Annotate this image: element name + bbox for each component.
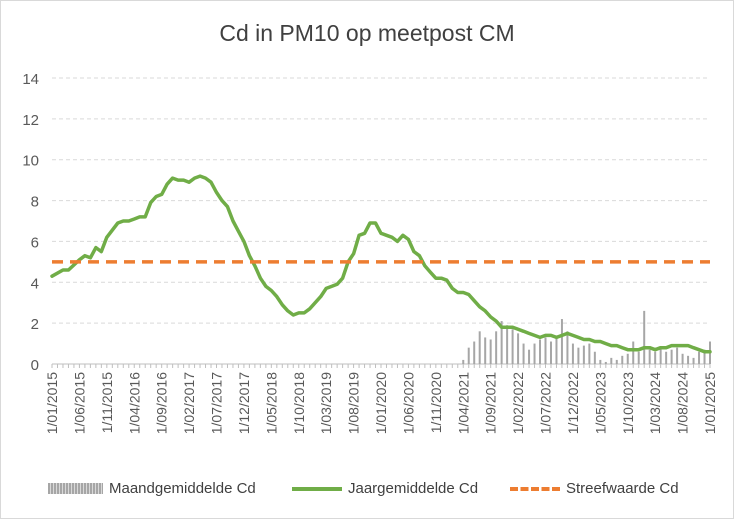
legend-swatch xyxy=(510,486,560,491)
x-tick-label: 1/11/2020 xyxy=(428,372,444,433)
bar-maandgemiddelde xyxy=(549,341,552,364)
bar-maandgemiddelde xyxy=(500,321,503,364)
bar-maandgemiddelde xyxy=(593,351,596,364)
bar-maandgemiddelde xyxy=(571,343,574,364)
bar-maandgemiddelde xyxy=(676,347,679,364)
bar-maandgemiddelde xyxy=(478,331,481,364)
x-tick-label: 1/08/2024 xyxy=(675,372,691,434)
bar-maandgemiddelde xyxy=(643,310,646,364)
legend-item: Maandgemiddelde Cd xyxy=(48,480,256,497)
series-line-jaargemiddelde xyxy=(50,174,712,354)
bar-maandgemiddelde xyxy=(544,337,547,364)
x-tick-label: 1/03/2024 xyxy=(647,372,663,434)
legend-label: Jaargemiddelde Cd xyxy=(348,480,479,497)
x-tick-label: 1/11/2015 xyxy=(99,372,115,433)
bar-maandgemiddelde xyxy=(626,353,629,364)
x-tick-label: 1/02/2017 xyxy=(181,372,197,434)
legend-label: Streefwaarde Cd xyxy=(566,480,679,497)
x-tick-label: 1/04/2021 xyxy=(455,372,471,434)
bar-maandgemiddelde xyxy=(555,335,558,364)
bar-maandgemiddelde xyxy=(582,345,585,364)
bar-maandgemiddelde xyxy=(632,341,635,364)
legend-item: Jaargemiddelde Cd xyxy=(292,480,478,497)
y-tick-label: 8 xyxy=(31,194,39,211)
x-tick-label: 1/09/2021 xyxy=(483,372,499,434)
bar-maandgemiddelde xyxy=(517,333,520,364)
bar-maandgemiddelde xyxy=(665,351,668,364)
chart-legend: Maandgemiddelde Cd Jaargemiddelde Cd Stree… xyxy=(0,480,734,502)
bar-maandgemiddelde xyxy=(599,359,602,364)
x-tick-label: 1/12/2017 xyxy=(236,372,252,434)
bar-maandgemiddelde xyxy=(566,331,569,364)
y-tick-label: 0 xyxy=(31,357,39,374)
bar-maandgemiddelde xyxy=(648,349,651,364)
bar-maandgemiddelde xyxy=(462,359,465,364)
x-tick-label: 1/10/2023 xyxy=(620,372,636,434)
x-tick-label: 1/12/2022 xyxy=(565,372,581,434)
x-tick-label: 1/01/2015 xyxy=(44,372,60,434)
bar-maandgemiddelde xyxy=(588,343,591,364)
y-tick-label: 2 xyxy=(31,316,39,333)
x-tick-label: 1/07/2022 xyxy=(538,372,554,434)
x-tick-label: 1/09/2016 xyxy=(154,372,170,434)
bar-maandgemiddelde xyxy=(467,347,470,364)
bar-maandgemiddelde xyxy=(495,331,498,364)
bar-maandgemiddelde xyxy=(692,357,695,364)
bar-maandgemiddelde xyxy=(637,351,640,364)
bar-maandgemiddelde xyxy=(610,357,613,364)
bar-maandgemiddelde xyxy=(489,339,492,364)
bar-maandgemiddelde xyxy=(654,351,657,364)
x-tick-label: 1/05/2023 xyxy=(592,372,608,434)
legend-swatch xyxy=(48,483,103,494)
bar-maandgemiddelde xyxy=(533,343,536,364)
bar-maandgemiddelde xyxy=(473,341,476,364)
y-tick-label: 6 xyxy=(31,234,39,251)
bar-maandgemiddelde xyxy=(539,339,542,364)
y-tick-label: 4 xyxy=(31,275,39,292)
x-tick-label: 1/02/2022 xyxy=(510,372,526,434)
x-tick-label: 1/01/2020 xyxy=(373,372,389,434)
x-tick-label: 1/04/2016 xyxy=(126,372,142,434)
bar-maandgemiddelde xyxy=(577,347,580,364)
bar-maandgemiddelde xyxy=(670,349,673,364)
legend-swatch xyxy=(292,486,342,491)
bar-maandgemiddelde xyxy=(615,359,618,364)
x-tick-label: 1/03/2019 xyxy=(318,372,334,434)
bar-maandgemiddelde xyxy=(511,329,514,364)
bar-maandgemiddelde xyxy=(560,319,563,364)
chart-title: Cd in PM10 op meetpost CM xyxy=(219,20,515,46)
x-tick-label: 1/06/2015 xyxy=(71,372,87,434)
x-tick-label: 1/05/2018 xyxy=(263,372,279,434)
x-tick-label: 1/01/2025 xyxy=(702,372,718,434)
bar-maandgemiddelde xyxy=(506,325,509,364)
bar-maandgemiddelde xyxy=(681,353,684,364)
legend-label: Maandgemiddelde Cd xyxy=(109,480,256,497)
legend-item: Streefwaarde Cd xyxy=(510,480,679,497)
bar-maandgemiddelde xyxy=(528,349,531,364)
x-tick-label: 1/07/2017 xyxy=(209,372,225,434)
bar-maandgemiddelde xyxy=(703,349,706,364)
x-tick-label: 1/06/2020 xyxy=(400,372,416,434)
bar-maandgemiddelde xyxy=(698,351,701,364)
bar-maandgemiddelde xyxy=(484,337,487,364)
bar-maandgemiddelde xyxy=(522,343,525,364)
y-tick-label: 10 xyxy=(22,153,39,170)
bar-maandgemiddelde xyxy=(687,355,690,364)
x-tick-label: 1/10/2018 xyxy=(291,372,307,434)
bar-maandgemiddelde xyxy=(604,361,607,364)
bar-maandgemiddelde xyxy=(621,355,624,364)
y-tick-label: 12 xyxy=(22,112,39,129)
x-tick-label: 1/08/2019 xyxy=(346,372,362,434)
y-tick-label: 14 xyxy=(22,71,39,88)
bar-maandgemiddelde xyxy=(659,347,662,364)
